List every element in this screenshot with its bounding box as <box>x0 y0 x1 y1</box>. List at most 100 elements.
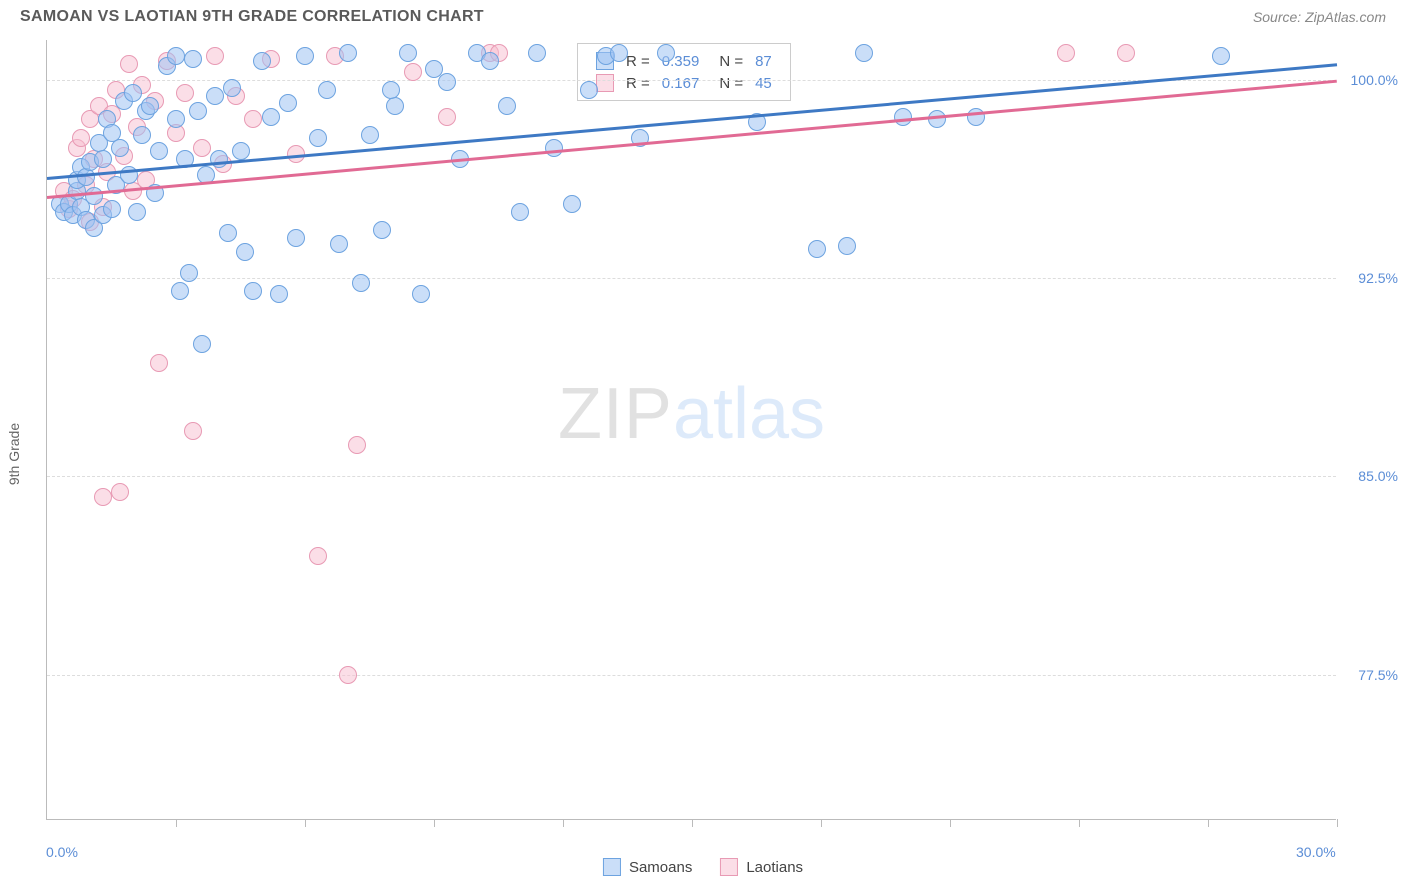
x-tick <box>1079 819 1080 827</box>
scatter-point <box>244 110 262 128</box>
scatter-point <box>167 110 185 128</box>
scatter-point <box>928 110 946 128</box>
scatter-point <box>171 282 189 300</box>
gridline <box>47 675 1336 676</box>
legend-label: Samoans <box>629 859 692 876</box>
scatter-point <box>206 47 224 65</box>
scatter-point <box>184 422 202 440</box>
scatter-point <box>967 108 985 126</box>
scatter-point <box>94 150 112 168</box>
legend-swatch <box>720 858 738 876</box>
x-max-label: 30.0% <box>1296 844 1336 860</box>
watermark-atlas: atlas <box>673 374 825 454</box>
y-tick-label: 100.0% <box>1351 72 1398 88</box>
scatter-point <box>150 354 168 372</box>
scatter-point <box>330 235 348 253</box>
scatter-point <box>373 221 391 239</box>
scatter-point <box>206 87 224 105</box>
scatter-point <box>438 108 456 126</box>
scatter-point <box>1057 44 1075 62</box>
scatter-point <box>279 94 297 112</box>
scatter-point <box>563 195 581 213</box>
scatter-point <box>610 44 628 62</box>
y-tick-label: 85.0% <box>1358 468 1398 484</box>
scatter-point <box>348 436 366 454</box>
scatter-point <box>386 97 404 115</box>
scatter-point <box>528 44 546 62</box>
scatter-point <box>193 139 211 157</box>
scatter-point <box>77 168 95 186</box>
scatter-point <box>120 55 138 73</box>
scatter-point <box>481 52 499 70</box>
scatter-point <box>176 84 194 102</box>
x-min-label: 0.0% <box>46 844 78 860</box>
scatter-point <box>128 203 146 221</box>
stat-legend-row: R =0.167N =45 <box>590 72 778 94</box>
scatter-point <box>1212 47 1230 65</box>
x-tick <box>1337 819 1338 827</box>
gridline <box>47 476 1336 477</box>
scatter-point <box>339 666 357 684</box>
scatter-point <box>141 97 159 115</box>
scatter-point <box>111 483 129 501</box>
scatter-point <box>309 129 327 147</box>
scatter-point <box>382 81 400 99</box>
scatter-point <box>111 139 129 157</box>
scatter-point <box>270 285 288 303</box>
scatter-point <box>545 139 563 157</box>
scatter-point <box>167 47 185 65</box>
x-tick <box>434 819 435 827</box>
scatter-point <box>232 142 250 160</box>
scatter-point <box>133 126 151 144</box>
scatter-point <box>262 108 280 126</box>
scatter-point <box>236 243 254 261</box>
scatter-point <box>253 52 271 70</box>
plot-area: ZIPatlas R =0.359N =87R =0.167N =45 77.5… <box>46 40 1336 820</box>
y-tick-label: 77.5% <box>1358 667 1398 683</box>
scatter-point <box>511 203 529 221</box>
scatter-point <box>894 108 912 126</box>
legend-label: Laotians <box>746 859 803 876</box>
source-label: Source: ZipAtlas.com <box>1253 9 1386 25</box>
gridline <box>47 278 1336 279</box>
scatter-point <box>580 81 598 99</box>
scatter-point <box>296 47 314 65</box>
scatter-point <box>657 44 675 62</box>
legend-swatch <box>603 858 621 876</box>
watermark: ZIPatlas <box>558 373 825 455</box>
x-tick <box>821 819 822 827</box>
x-tick <box>1208 819 1209 827</box>
scatter-point <box>498 97 516 115</box>
scatter-point <box>184 50 202 68</box>
scatter-point <box>94 488 112 506</box>
bottom-legend: Samoans Laotians <box>603 858 803 876</box>
chart-title: SAMOAN VS LAOTIAN 9TH GRADE CORRELATION … <box>20 8 484 26</box>
scatter-point <box>244 282 262 300</box>
scatter-point <box>1117 44 1135 62</box>
scatter-point <box>72 129 90 147</box>
scatter-point <box>223 79 241 97</box>
scatter-point <box>309 547 327 565</box>
legend-item: Samoans <box>603 858 692 876</box>
scatter-point <box>808 240 826 258</box>
scatter-point <box>287 229 305 247</box>
scatter-point <box>219 224 237 242</box>
x-tick <box>176 819 177 827</box>
legend-item: Laotians <box>720 858 803 876</box>
scatter-point <box>855 44 873 62</box>
scatter-point <box>838 237 856 255</box>
watermark-zip: ZIP <box>558 374 673 454</box>
y-tick-label: 92.5% <box>1358 270 1398 286</box>
scatter-point <box>404 63 422 81</box>
scatter-point <box>412 285 430 303</box>
scatter-point <box>85 187 103 205</box>
scatter-point <box>150 142 168 160</box>
y-axis-label: 9th Grade <box>6 423 22 485</box>
scatter-point <box>193 335 211 353</box>
x-tick <box>692 819 693 827</box>
x-tick <box>305 819 306 827</box>
x-tick <box>563 819 564 827</box>
scatter-point <box>339 44 357 62</box>
scatter-point <box>318 81 336 99</box>
scatter-point <box>189 102 207 120</box>
